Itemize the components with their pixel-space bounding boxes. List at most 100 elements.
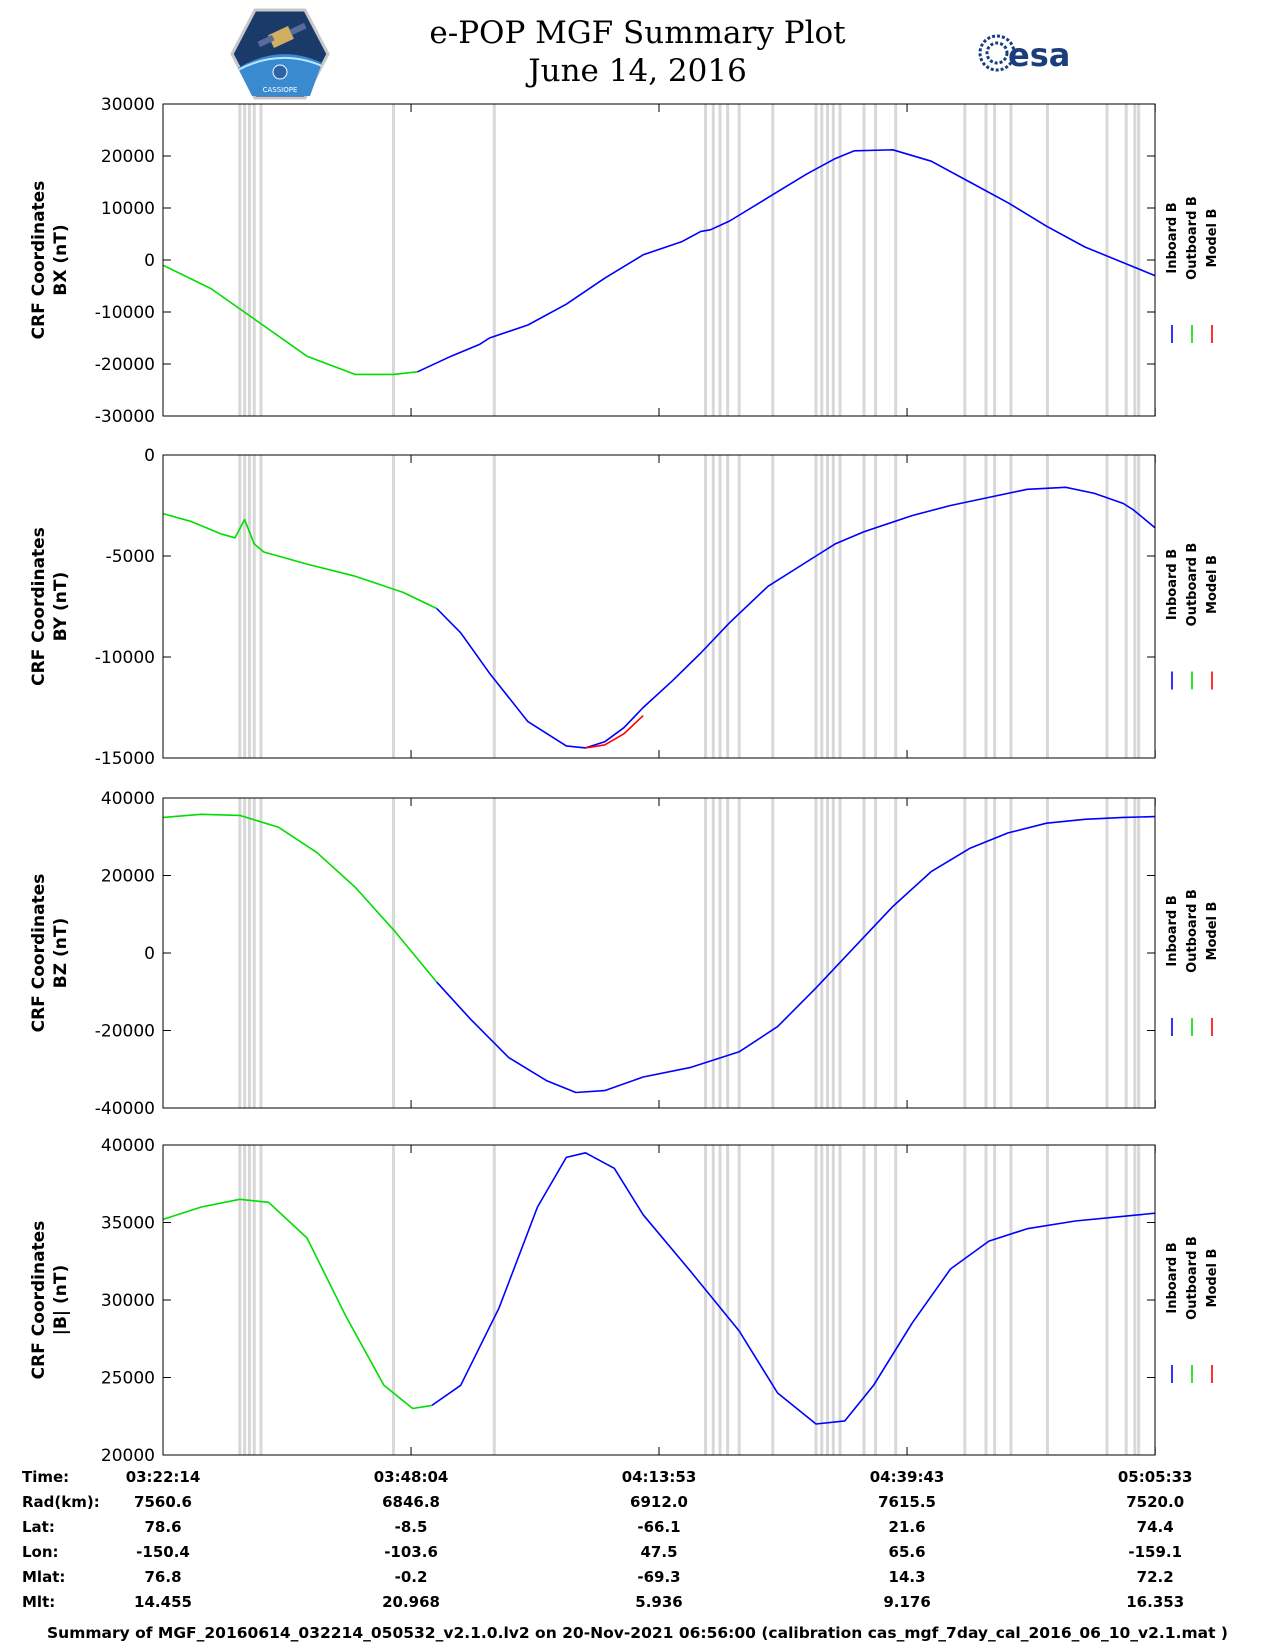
plot-frame [162,454,1156,759]
info-row-value: -8.5 [394,1518,428,1536]
panel-0: -30000 -20000 -10000 0 10000 20000 30000 CRF Co… [29,95,1220,427]
page-title: e-POP MGF Summary Plot June 14, 2016 [0,14,1275,90]
y-axis-label: CRF Coordinates |B| (nT) [29,1221,71,1380]
y-axis-label-line-2: BX (nT) [51,224,71,295]
y-axis-label-line-1: CRF Coordinates [29,1221,49,1380]
y-tick-label: -40000 [95,1099,155,1119]
y-axis-label-line-2: BZ (nT) [51,918,71,988]
info-row-label: Time: [22,1468,70,1486]
cassiope-logo: CASSIOPE [230,8,330,100]
info-row-value: -69.3 [637,1568,681,1586]
series-line-outboard-b [162,264,418,376]
legend-label: Model B [1205,555,1220,614]
y-tick-label: -20000 [95,355,155,375]
legend-label: Outboard B [1185,543,1200,627]
y-tick-label: 40000 [101,789,155,809]
legend-label: Model B [1205,1249,1220,1308]
y-axis-label-line-2: BY (nT) [51,572,71,642]
info-row-value: 76.8 [144,1568,182,1586]
info-row-value: 14.455 [134,1593,192,1611]
info-row-value: 20.968 [382,1593,440,1611]
info-row-value: 6846.8 [382,1493,440,1511]
y-tick-label: 10000 [101,199,155,219]
footer-caption: Summary of MGF_20160614_032214_050532_v2… [47,1624,1228,1642]
y-tick-label: 20000 [101,147,155,167]
y-tick-label: 20000 [101,1446,155,1466]
legend-label: Outboard B [1185,1236,1200,1320]
series-line-inboard-b [436,486,1156,749]
info-row-label: Mlt: [22,1593,56,1611]
y-tick-label: -30000 [95,407,155,427]
legend-label: Inboard B [1165,895,1180,966]
info-row-value: 14.3 [888,1568,926,1586]
series-line-inboard-b [431,1152,1156,1425]
info-row-value: -66.1 [637,1518,681,1536]
info-row-value: 7615.5 [878,1493,936,1511]
info-row-value: -159.1 [1128,1543,1183,1561]
panel-2: -40000 -20000 0 20000 40000 CRF Coordinates BZ… [29,789,1220,1119]
y-axis-label-line-1: CRF Coordinates [29,527,49,686]
info-row-value: -150.4 [136,1543,190,1561]
y-tick-label: 25000 [101,1369,155,1389]
mgf-summary-plots: -30000 -20000 -10000 0 10000 20000 30000 CRF Co… [29,95,1220,1466]
orbit-info-table: Time: 03:22:14 03:48:04 04:13:53 04:39:43 05:… [0,1468,1275,1618]
y-tick-label: 40000 [101,1136,155,1156]
legend-label: Inboard B [1165,1242,1180,1313]
legend-label: Inboard B [1165,202,1180,273]
info-row-label: Rad(km): [22,1493,100,1511]
series-line-outboard-b [162,512,438,610]
info-row-value: 9.176 [883,1593,931,1611]
legend-label: Model B [1205,209,1220,268]
info-row-value: 7520.0 [1126,1493,1185,1511]
legend-label: Outboard B [1185,196,1200,280]
y-tick-label: 30000 [101,95,155,115]
info-row-value: -0.2 [394,1568,428,1586]
info-row-label: Lon: [22,1543,59,1561]
y-tick-label: 20000 [101,867,155,887]
info-row-value: 72.2 [1136,1568,1174,1586]
info-row-value: 16.353 [1126,1593,1185,1611]
y-tick-label: 0 [144,944,155,964]
legend-label: Outboard B [1185,889,1200,973]
info-row-value: 6912.0 [630,1493,688,1511]
legend-label: Inboard B [1165,549,1180,620]
cassiope-logo-text: CASSIOPE [263,86,298,94]
title-line-2: June 14, 2016 [528,53,747,89]
plot-frame [162,797,1156,1109]
y-tick-label: -15000 [95,749,155,769]
y-axis-label: CRF Coordinates BY (nT) [29,527,71,686]
y-axis-label: CRF Coordinates BZ (nT) [29,874,71,1033]
y-tick-label: 0 [144,446,155,466]
info-row-label: Lat: [22,1518,55,1536]
panel-1: -15000 -10000 -5000 0 CRF Coordinates BY (nT)… [29,446,1220,769]
legend-label: Model B [1205,902,1220,961]
info-row-value: 5.936 [635,1593,683,1611]
y-tick-label: 30000 [101,1291,155,1311]
esa-logo-text: esa [1008,36,1070,74]
info-row-value: 04:39:43 [869,1468,945,1486]
info-row-value: 47.5 [640,1543,678,1561]
info-row-value: 74.4 [1136,1518,1174,1536]
info-row-value: 03:48:04 [373,1468,449,1486]
y-axis-label-line-1: CRF Coordinates [29,874,49,1033]
y-tick-label: 35000 [101,1214,155,1234]
info-row-value: 7560.6 [134,1493,192,1511]
y-tick-label: -20000 [95,1022,155,1042]
panel-3: 20000 25000 30000 35000 40000 CRF Coordinates… [29,1136,1220,1466]
y-tick-label: -10000 [95,303,155,323]
title-line-1: e-POP MGF Summary Plot [429,15,846,51]
info-row-value: 04:13:53 [621,1468,697,1486]
esa-logo: esa [978,34,1070,74]
info-row-value: 65.6 [888,1543,926,1561]
plot-frame [162,1144,1156,1456]
series-line-outboard-b [162,1198,433,1410]
y-tick-label: -5000 [106,547,155,567]
info-row-value: -103.6 [384,1543,438,1561]
y-tick-label: -10000 [95,648,155,668]
series-line-outboard-b [162,813,438,983]
info-row-value: 05:05:33 [1117,1468,1193,1486]
y-axis-label-line-1: CRF Coordinates [29,181,49,340]
plot-frame [162,103,1156,417]
y-axis-label-line-2: |B| (nT) [51,1265,71,1336]
series-line-model-b [585,715,644,749]
